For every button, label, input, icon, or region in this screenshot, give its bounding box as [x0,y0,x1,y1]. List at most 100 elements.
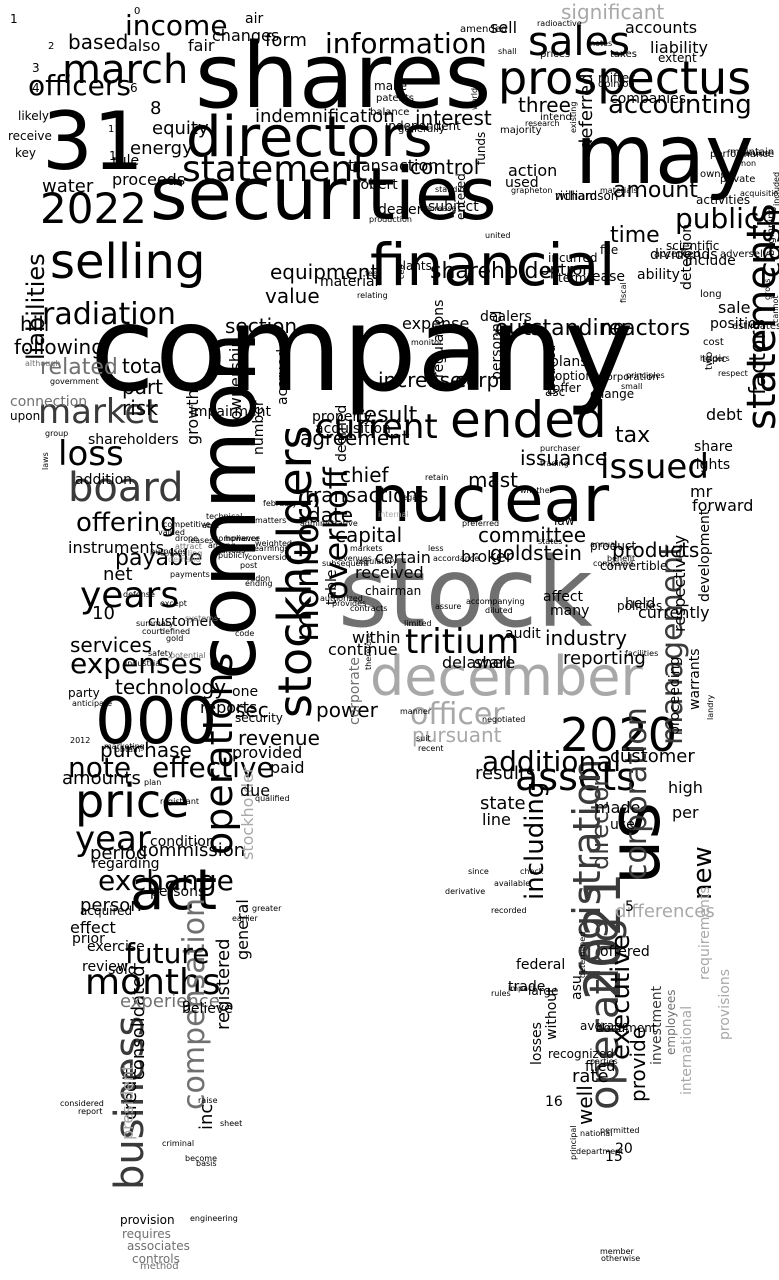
cloud-word: payments [170,570,210,579]
cloud-word: robert [355,177,398,193]
cloud-word: experience [120,991,220,1012]
cloud-word: estimates [732,321,779,332]
cloud-word: mast [468,468,518,492]
cloud-word: 5 [625,899,634,915]
cloud-word: incorporation [592,372,659,383]
cloud-word: without [544,987,560,1040]
cloud-word: diluted [485,606,513,615]
cloud-word: key [15,146,37,160]
cloud-word: williamson [555,189,619,203]
cloud-word: 000 [95,685,218,759]
cloud-word: warrants [687,648,703,710]
cloud-word: amended [460,24,508,35]
cloud-word: months [85,962,221,1003]
cloud-word: compliance [214,534,260,543]
cloud-word: gold [166,634,184,643]
cloud-word: audit [505,626,541,642]
cloud-word: party [68,686,100,700]
cloud-word: amounts [62,768,141,789]
cloud-word: patents [376,93,415,104]
cloud-word: filed [585,1059,616,1075]
cloud-word: differences [615,901,715,922]
cloud-word: 12 [109,149,125,163]
cloud-word: rules [491,989,511,998]
cloud-word: provisions [717,969,733,1040]
cloud-word: pursuant [412,723,502,747]
cloud-word: obtain [115,745,141,754]
cloud-word: regarding [92,856,160,872]
cloud-word: include [685,253,736,269]
cloud-word: compared [593,559,634,568]
cloud-word: current [315,407,438,447]
cloud-word: equipment [270,260,379,284]
cloud-word: scientific [666,239,720,253]
cloud-word: period [90,843,148,864]
cloud-word: corporation [619,707,654,880]
cloud-word: 11 [108,124,121,135]
cloud-word: technology [115,675,227,699]
cloud-word: selling [50,234,206,290]
cloud-word: world [470,87,479,110]
cloud-word: position [710,316,766,332]
cloud-word: trade [508,979,546,995]
cloud-word: facilities [625,649,659,658]
cloud-word: offer [553,381,581,395]
cloud-word: team [495,329,516,338]
cloud-word: internal [378,510,409,519]
cloud-word: lease [588,269,625,285]
cloud-word: 9 [182,999,191,1015]
cloud-word: dealer [378,202,423,218]
cloud-word: prices [540,49,571,60]
cloud-word: court [142,627,163,636]
cloud-word: 6 [130,81,138,95]
cloud-word: products [612,538,700,562]
cloud-word: terms [558,271,593,285]
cloud-word: greater [252,904,282,913]
cloud-word: become [185,1154,218,1163]
cloud-word: annual [590,540,618,549]
cloud-word: companies [610,91,687,107]
cloud-word: grapheton [511,186,553,195]
cloud-word: government [50,377,99,386]
cloud-word: deemed [334,404,350,462]
cloud-word: mr [690,482,713,501]
cloud-word: incurred [548,251,598,265]
cloud-word: administrative [300,519,358,528]
cloud-word: received [355,563,424,582]
cloud-word: acquisitions [740,189,779,198]
cloud-word: relating [357,291,388,300]
cloud-word: well [573,1085,597,1125]
cloud-word: price [75,774,190,828]
cloud-word: competitive [163,520,211,529]
cloud-word: assure [435,602,462,611]
cloud-word: check [520,867,544,876]
cloud-word: shell [474,653,512,672]
cloud-word: expense [402,314,470,333]
cloud-word: therefore [364,633,373,670]
cloud-word: form [265,30,307,51]
cloud-word: cost [703,337,724,348]
cloud-word: united [485,231,511,240]
cloud-word: retain [425,473,449,482]
cloud-word: sales [528,19,630,65]
cloud-word: power [316,698,378,722]
cloud-word: opinion [598,79,635,90]
cloud-word: transactions [305,483,429,507]
cloud-word: chief [340,463,389,487]
cloud-word: publicly [218,551,250,560]
cloud-word: matters [255,516,287,525]
cloud-word: convertible [600,559,668,573]
cloud-word: public [675,202,760,235]
cloud-word: rule [112,153,140,169]
cloud-word: defined [160,627,191,636]
cloud-word: employees [664,989,678,1055]
cloud-word: director [586,776,614,870]
cloud-word: otherwise [601,1254,641,1263]
cloud-word: 10 [92,603,115,624]
cloud-word: systems [185,614,219,623]
cloud-word: marketing [104,742,145,751]
cloud-word: services [70,633,153,657]
cloud-word: result [355,403,418,428]
cloud-word: tritium [405,622,520,662]
cloud-word: markets [350,544,383,553]
